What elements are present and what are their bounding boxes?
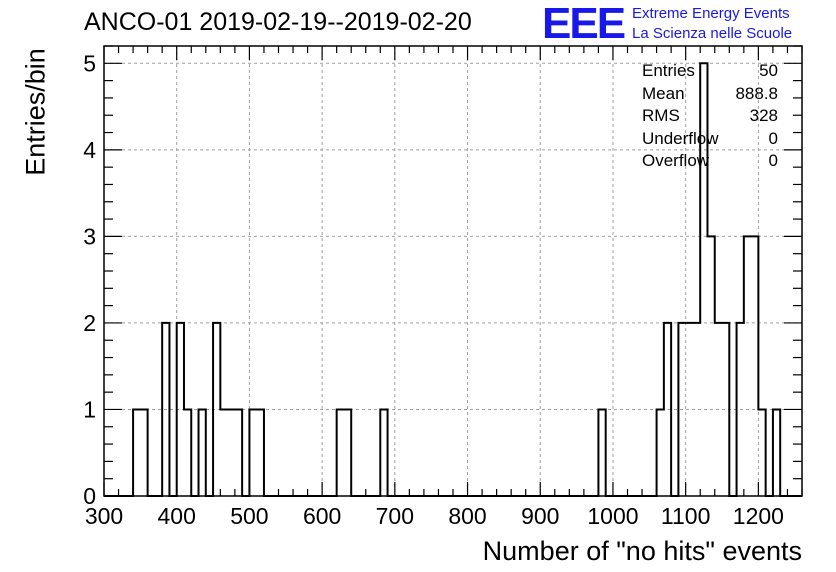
y-axis-label: Entries/bin: [20, 48, 51, 176]
histogram-bin: [257, 409, 264, 496]
stat-label: RMS: [642, 106, 680, 125]
x-tick-label: 400: [158, 503, 196, 529]
histogram-bin: [184, 409, 191, 496]
x-tick-label: 800: [448, 503, 486, 529]
logo-line-1: Extreme Energy Events: [632, 5, 790, 22]
histogram-bin: [337, 409, 344, 496]
y-tick-label: 3: [83, 223, 96, 249]
x-tick-label: 700: [376, 503, 414, 529]
histogram-bin: [744, 236, 751, 496]
stat-label: Underflow: [642, 128, 719, 148]
x-tick-label: 1100: [661, 503, 710, 529]
histogram-bin: [598, 409, 605, 496]
stat-value: 0: [768, 128, 778, 148]
histogram-bin: [657, 409, 664, 496]
y-tick-label: 1: [83, 396, 96, 422]
histogram-bin: [235, 409, 242, 496]
eee-logo: EEE Extreme Energy Events La Scienza nel…: [542, 2, 792, 46]
x-tick-label: 300: [85, 503, 123, 529]
y-tick-label: 5: [83, 50, 96, 76]
x-tick-label: 1000: [587, 503, 638, 529]
stat-row-overflow: Overflow 0: [642, 150, 778, 173]
histogram-bin: [199, 409, 206, 496]
histogram-bin: [344, 409, 351, 496]
stat-row-underflow: Underflow 0: [642, 128, 778, 151]
histogram-bin: [751, 236, 758, 496]
histogram-bin: [228, 409, 235, 496]
y-tick-label: 4: [83, 137, 96, 163]
stat-value: 888.8: [735, 83, 778, 103]
y-tick-label: 2: [83, 310, 96, 336]
x-tick-label: 1200: [733, 503, 784, 529]
histogram-bin: [220, 409, 227, 496]
stat-label: Overflow: [642, 151, 710, 170]
stat-label: Entries: [642, 61, 695, 80]
logo-text: Extreme Energy Events La Scienza nelle S…: [632, 4, 792, 44]
x-tick-label: 500: [230, 503, 268, 529]
logo-mark: EEE: [542, 0, 626, 48]
histogram-bin: [140, 409, 147, 496]
x-tick-label: 900: [521, 503, 559, 529]
histogram-bin: [773, 409, 780, 496]
plot-frame: [103, 45, 803, 497]
y-tick-label: 0: [83, 483, 96, 509]
x-tick-label: 600: [303, 503, 341, 529]
stat-value: 50: [759, 61, 778, 80]
stat-row-mean: Mean 888.8: [642, 83, 778, 106]
histogram-bin: [380, 409, 387, 496]
histogram-bin: [758, 409, 765, 496]
histogram-bin: [249, 409, 256, 496]
logo-line-2: La Scienza nelle Scuole: [632, 25, 793, 42]
stat-row-rms: RMS 328: [642, 105, 778, 128]
stat-value: 328: [749, 106, 778, 125]
stats-box: Entries 50 Mean 888.8 RMS 328 Underflow …: [642, 60, 778, 173]
x-axis-label: Number of "no hits" events: [482, 536, 802, 566]
histogram-line: [104, 62, 802, 497]
stat-value: 0: [768, 151, 778, 170]
stat-row-entries: Entries 50: [642, 60, 778, 83]
stat-label: Mean: [642, 83, 685, 103]
chart-title: ANCO-01 2019-02-19--2019-02-20: [84, 8, 472, 36]
histogram-bin: [133, 409, 140, 496]
histogram-bin: [707, 236, 714, 496]
